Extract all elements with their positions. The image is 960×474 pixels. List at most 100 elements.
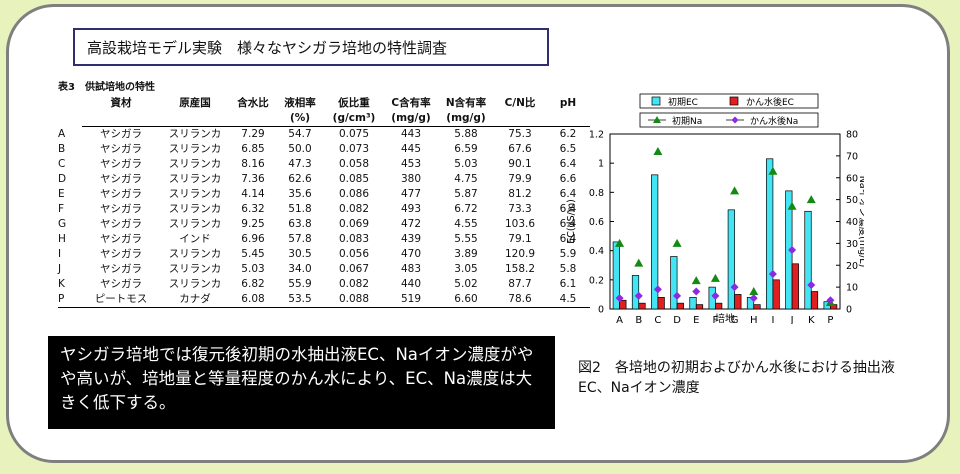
marker-initial-na	[615, 238, 625, 247]
table-cell-material: ヤシガラ	[100, 218, 142, 230]
table-cell-n: 3.05	[454, 263, 478, 275]
marker-after-irrigation-na	[673, 291, 682, 300]
y-tick-label: 0	[598, 305, 604, 316]
table-row: H ヤシガラ インド 6.96 57.8 0.083 439 5.55 79.1 6.4	[58, 232, 590, 247]
table-cell-c: 453	[400, 158, 422, 170]
header-water: 含水比	[237, 97, 269, 109]
x-tick-label: E	[693, 315, 699, 324]
x-tick-label: H	[750, 315, 758, 324]
y2-tick-label: 20	[846, 261, 858, 272]
marker-initial-na	[710, 273, 720, 282]
y-tick-label: 0.6	[589, 217, 604, 228]
table-cell-ph: 6.2	[559, 128, 577, 140]
table-cell-cn: 87.7	[508, 278, 532, 290]
table-cell-id: C	[58, 158, 66, 170]
table-cell-liquid: 63.8	[288, 218, 312, 230]
ec-na-chart: 0 0.2 0.4 0.6 0.8 1 1.2 0 10 20 30 40 50 60 70 80 A B C D E F…	[564, 88, 869, 326]
marker-initial-na	[806, 195, 816, 204]
table-cell-origin: スリランカ	[168, 248, 222, 260]
chart-svg: 0 0.2 0.4 0.6 0.8 1 1.2 0 10 20 30 40 50 60 70 80 A B C D E F…	[566, 93, 869, 326]
bar-after-irrigation-ec	[810, 291, 819, 310]
x-tick-label: D	[673, 315, 681, 324]
table-cell-material: ヤシガラ	[100, 278, 142, 290]
table-row: E ヤシガラ スリランカ 4.14 35.6 0.086 477 5.87 81.2 6.4	[58, 187, 590, 202]
table-cell-liquid: 55.9	[288, 278, 312, 290]
table-cell-c: 483	[400, 263, 422, 275]
marker-after-irrigation-na	[788, 245, 797, 254]
table-cell-ph: 6.5	[559, 143, 577, 155]
table-cell-id: K	[58, 278, 65, 290]
y-axis-title: EC(dS/m)	[566, 199, 577, 244]
bar-after-irrigation-ec	[791, 263, 799, 310]
table-cell-water: 6.32	[241, 203, 265, 215]
marker-initial-na	[730, 186, 740, 195]
x-tick-label: J	[790, 315, 794, 324]
table-cell-id: I	[58, 248, 62, 260]
table-cell-id: J	[58, 263, 62, 275]
y2-tick-label: 10	[846, 283, 858, 294]
table-cell-cn: 81.2	[508, 188, 532, 200]
table-cell-material: ヤシガラ	[100, 128, 142, 140]
x-tick-label: P	[827, 315, 833, 324]
table-cell-c: 470	[400, 248, 422, 260]
table-header-row: 資材 原産国 含水比 液相率 仮比重 C含有率 N含有率 C/N比 pH	[58, 96, 590, 110]
marker-initial-na	[768, 166, 778, 175]
table-row: I ヤシガラ スリランカ 5.45 30.5 0.056 470 3.89 120.9 5.9	[58, 247, 590, 262]
table-cell-id: E	[58, 188, 65, 200]
table-cell-cn: 120.9	[504, 248, 536, 260]
table-cell-origin: スリランカ	[168, 278, 222, 290]
legend-label-initial-ec: 初期EC	[668, 96, 698, 108]
table-unit-row: (%) (g/cm³) (mg/g) (mg/g)	[58, 110, 590, 127]
table-cell-material: ヤシガラ	[100, 203, 142, 215]
table-cell-ph: 6.4	[559, 233, 577, 245]
table-cell-liquid: 30.5	[288, 248, 312, 260]
table-cell-cn: 158.2	[504, 263, 536, 275]
bar-after-irrigation-ec	[657, 296, 665, 310]
x-tick-label: F	[713, 315, 719, 324]
table-cell-water: 6.08	[230, 292, 276, 308]
table-row: K ヤシガラ スリランカ 6.82 55.9 0.082 440 5.02 87.7 6.1	[58, 277, 590, 292]
header-ph: pH	[559, 97, 577, 109]
page-title: 高設栽培モデル実験 様々なヤシガラ培地の特性調査	[73, 28, 549, 66]
x-tick-label: G	[731, 315, 739, 324]
table-cell-origin: スリランカ	[168, 128, 222, 140]
table-cell-material: ヤシガラ	[100, 248, 142, 260]
table-cell-density: 0.082	[338, 203, 370, 215]
x-tick-label: K	[808, 315, 815, 324]
table-cell-water: 7.36	[241, 173, 265, 185]
y-tick-label: 0.4	[589, 246, 604, 257]
table-cell-ph: 4.5	[546, 292, 590, 308]
table-cell-ph: 6.6	[559, 173, 577, 185]
table-cell-origin: スリランカ	[168, 218, 222, 230]
table-cell-origin: スリランカ	[168, 143, 222, 155]
bar-after-irrigation-ec	[772, 279, 780, 310]
table-cell-origin: スリランカ	[168, 263, 222, 275]
header-n: N含有率	[445, 97, 487, 109]
marker-after-irrigation-na	[692, 287, 701, 296]
marker-after-irrigation-na	[768, 270, 777, 278]
unit-liquid: (%)	[276, 110, 324, 127]
y2-tick-label: 0	[846, 305, 852, 316]
table-cell-origin: スリランカ	[168, 158, 222, 170]
table-cell-ph: 6.4	[559, 218, 577, 230]
legend-marker-initial-na	[653, 116, 661, 123]
table-cell-cn: 73.3	[508, 203, 532, 215]
y2-tick-label: 60	[846, 173, 858, 184]
y2-tick-label: 80	[846, 130, 858, 141]
marker-after-irrigation-na	[807, 280, 816, 289]
marker-after-irrigation-na	[615, 294, 624, 303]
table-cell-c: 472	[400, 218, 422, 230]
medium-properties-table: 資材 原産国 含水比 液相率 仮比重 C含有率 N含有率 C/N比 pH (%)…	[58, 96, 590, 308]
table-cell-n: 5.02	[454, 278, 478, 290]
legend-label-initial-na: 初期Na	[672, 115, 702, 127]
table-cell-c: 440	[400, 278, 422, 290]
marker-initial-na	[749, 287, 759, 295]
table-cell-n: 6.59	[454, 143, 478, 155]
header-id	[58, 96, 82, 127]
table-row: J ヤシガラ スリランカ 5.03 34.0 0.067 483 3.05 158.2 5.8	[58, 262, 590, 277]
y-tick-label: 0.2	[589, 275, 604, 286]
table-row: G ヤシガラ スリランカ 9.25 63.8 0.069 472 4.55 103.6 6.4	[58, 217, 590, 232]
marker-after-irrigation-na	[826, 296, 835, 305]
bar-initial-ec	[804, 210, 812, 310]
bar-after-irrigation-ec	[753, 304, 761, 310]
